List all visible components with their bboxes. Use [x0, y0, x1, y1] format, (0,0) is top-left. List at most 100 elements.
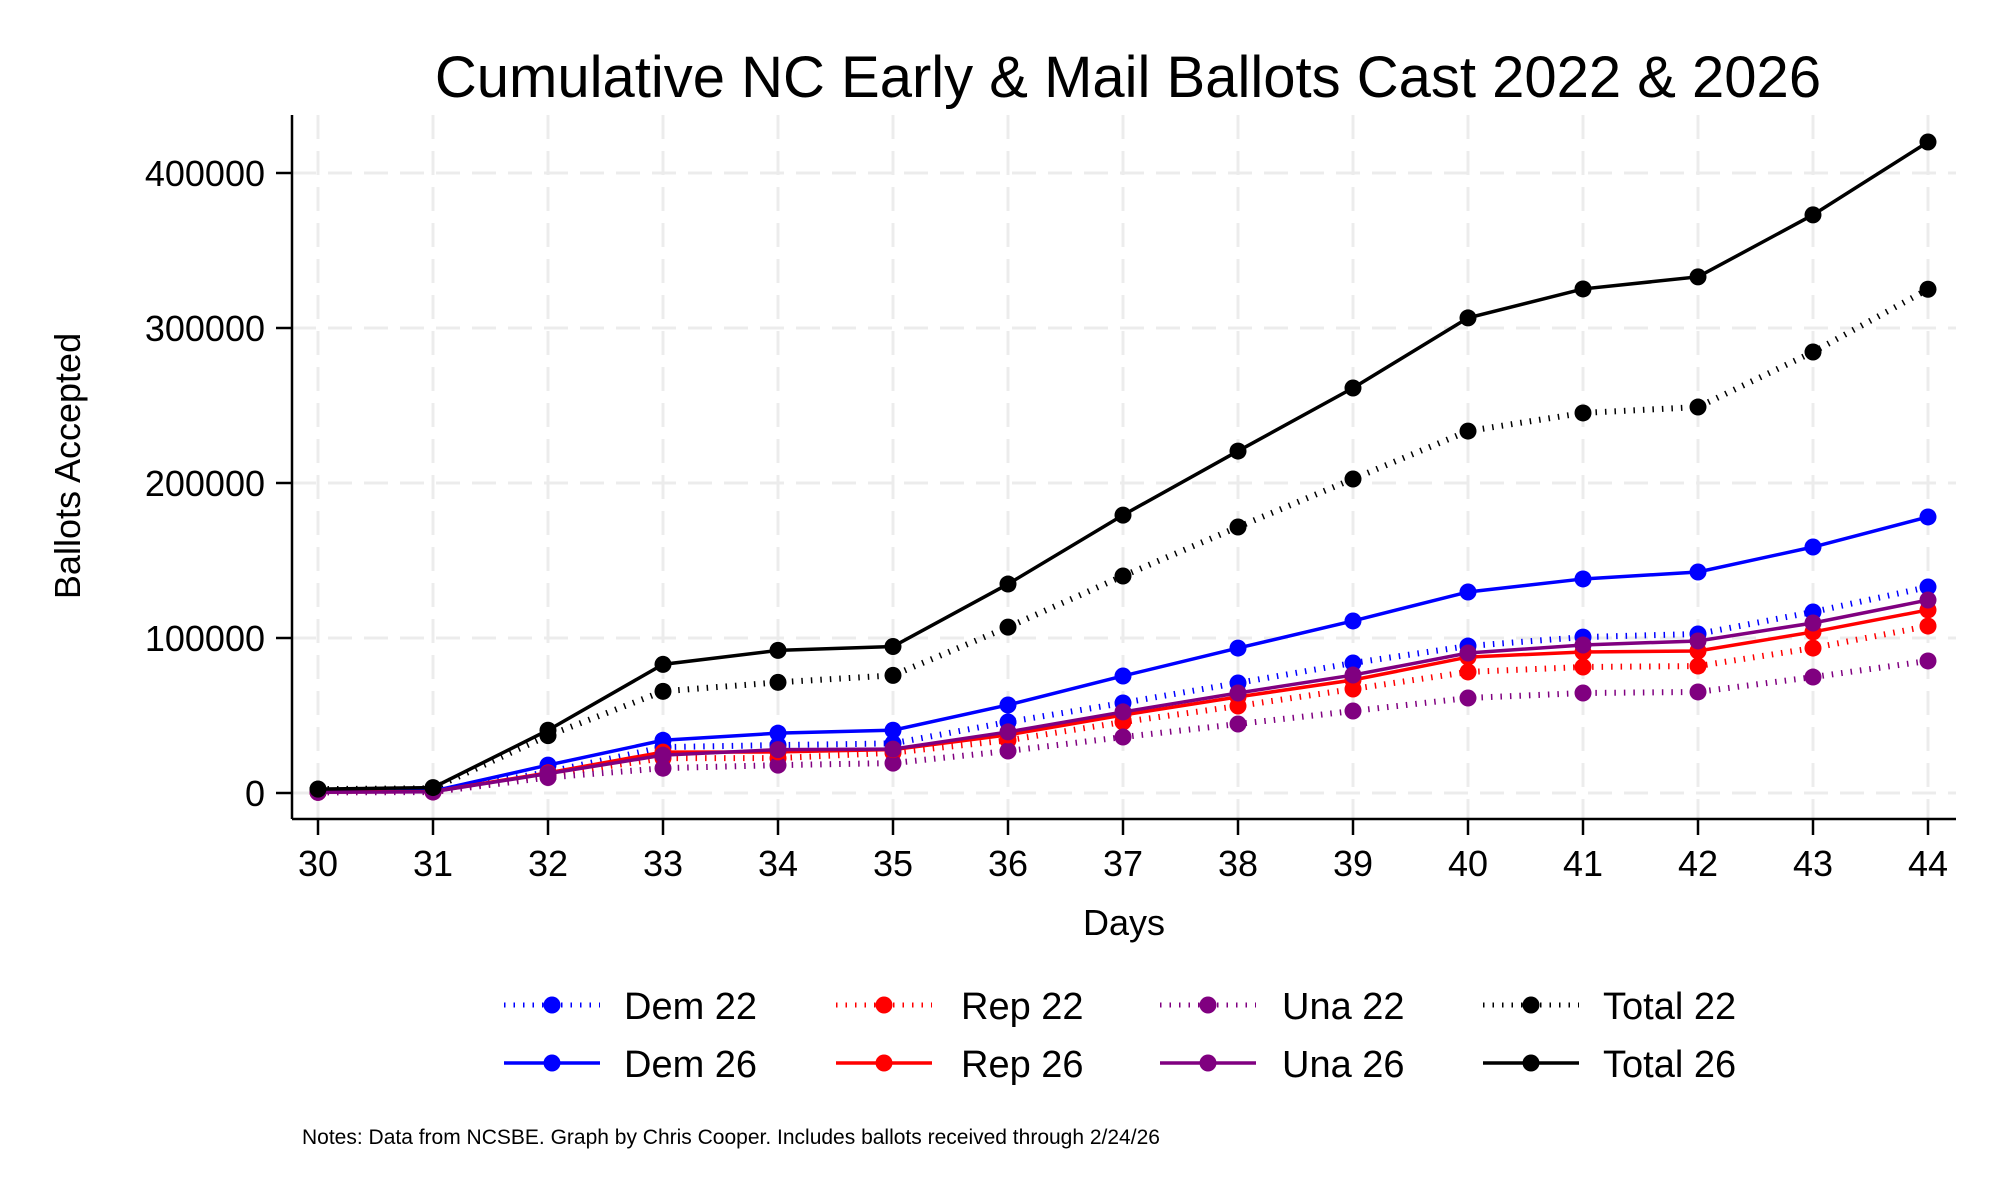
point-una-26	[1689, 632, 1707, 650]
x-tick-label: 44	[1908, 843, 1948, 884]
legend-marker	[1199, 996, 1217, 1014]
point-dem-26	[999, 696, 1017, 714]
point-total-22	[654, 682, 672, 700]
point-total-26	[1574, 280, 1592, 298]
series-total-22	[309, 280, 1937, 798]
legend-item-una-22: Una 22	[1160, 986, 1405, 1028]
point-dem-26	[1229, 639, 1247, 657]
point-total-26	[539, 721, 557, 739]
point-total-26	[999, 575, 1017, 593]
point-rep-22	[1919, 617, 1937, 635]
point-una-22	[1804, 668, 1822, 686]
point-total-22	[1574, 404, 1592, 422]
point-total-22	[1804, 343, 1822, 361]
x-tick-label: 33	[643, 843, 683, 884]
y-ticks: 0 100000 200000 300000 400000	[145, 153, 292, 814]
x-tick-label: 41	[1563, 843, 1603, 884]
point-total-26	[1919, 133, 1937, 151]
x-tick-label: 42	[1678, 843, 1718, 884]
point-una-22	[1689, 683, 1707, 701]
point-total-26	[654, 655, 672, 673]
point-una-22	[1459, 689, 1477, 707]
point-dem-26	[1344, 612, 1362, 630]
point-total-22	[1229, 518, 1247, 536]
point-una-22	[1114, 728, 1132, 746]
legend-label: Total 22	[1603, 986, 1736, 1028]
point-total-22	[1919, 280, 1937, 298]
legend-item-rep-26: Rep 26	[836, 1044, 1084, 1086]
point-una-26	[1344, 666, 1362, 684]
point-dem-26	[1459, 583, 1477, 601]
point-una-26	[884, 740, 902, 758]
legend-marker	[875, 1054, 893, 1072]
x-tick-label: 39	[1333, 843, 1373, 884]
x-tick-label: 35	[873, 843, 913, 884]
series-total-26	[309, 133, 1937, 798]
y-tick-label: 0	[245, 773, 265, 814]
point-una-26	[1919, 591, 1937, 609]
point-total-26	[884, 638, 902, 656]
point-rep-22	[1804, 639, 1822, 657]
legend-item-total-26: Total 26	[1483, 1044, 1736, 1086]
legend-label: Una 26	[1282, 1044, 1405, 1086]
point-dem-26	[1574, 570, 1592, 588]
x-tick-label: 32	[528, 843, 568, 884]
point-dem-22	[1344, 654, 1362, 672]
point-una-22	[999, 742, 1017, 760]
point-total-22	[1689, 398, 1707, 416]
point-una-22	[1574, 684, 1592, 702]
point-total-22	[884, 666, 902, 684]
grid	[292, 115, 1956, 819]
x-tick-label: 40	[1448, 843, 1488, 884]
point-total-26	[1344, 379, 1362, 397]
notes: Notes: Data from NCSBE. Graph by Chris C…	[302, 1126, 1160, 1149]
point-rep-22	[1574, 658, 1592, 676]
legend-item-una-26: Una 26	[1160, 1044, 1405, 1086]
point-una-26	[1114, 703, 1132, 721]
point-una-26	[769, 741, 787, 759]
x-tick-label: 43	[1793, 843, 1833, 884]
legend-label: Rep 26	[961, 1044, 1084, 1086]
legend-item-total-22: Total 22	[1483, 986, 1736, 1028]
point-total-22	[1459, 422, 1477, 440]
legend-label: Dem 22	[624, 986, 757, 1028]
legend-item-dem-26: Dem 26	[504, 1044, 757, 1086]
legend: Dem 22 Rep 22 Una 22 Total 22 Dem 26 Rep 26 Un…	[504, 986, 1736, 1086]
point-dem-26	[1114, 667, 1132, 685]
point-total-26	[309, 780, 327, 798]
point-una-22	[884, 754, 902, 772]
point-total-26	[1689, 268, 1707, 286]
x-tick-label: 31	[413, 843, 453, 884]
y-axis-label: Ballots Accepted	[47, 333, 88, 599]
legend-marker	[1522, 996, 1540, 1014]
legend-marker	[1522, 1054, 1540, 1072]
point-una-22	[654, 759, 672, 777]
point-total-26	[769, 641, 787, 659]
y-tick-label: 200000	[145, 463, 265, 504]
point-total-22	[1114, 567, 1132, 585]
x-tick-label: 30	[298, 843, 338, 884]
point-dem-26	[1689, 563, 1707, 581]
x-tick-label: 34	[758, 843, 798, 884]
y-tick-label: 300000	[145, 308, 265, 349]
legend-label: Dem 26	[624, 1044, 757, 1086]
x-tick-label: 38	[1218, 843, 1258, 884]
y-tick-label: 100000	[145, 618, 265, 659]
point-dem-26	[1804, 538, 1822, 556]
point-una-22	[1344, 702, 1362, 720]
legend-item-rep-22: Rep 22	[836, 986, 1084, 1028]
point-total-22	[769, 673, 787, 691]
point-una-26	[999, 723, 1017, 741]
point-una-22	[769, 756, 787, 774]
chart-title: Cumulative NC Early & Mail Ballots Cast …	[435, 45, 1821, 110]
point-dem-26	[769, 724, 787, 742]
legend-marker	[1199, 1054, 1217, 1072]
point-total-26	[1229, 442, 1247, 460]
point-total-26	[424, 779, 442, 797]
point-rep-22	[1689, 657, 1707, 675]
point-una-26	[539, 765, 557, 783]
legend-label: Total 26	[1603, 1044, 1736, 1086]
point-total-22	[1344, 470, 1362, 488]
legend-label: Rep 22	[961, 986, 1084, 1028]
point-total-26	[1114, 506, 1132, 524]
